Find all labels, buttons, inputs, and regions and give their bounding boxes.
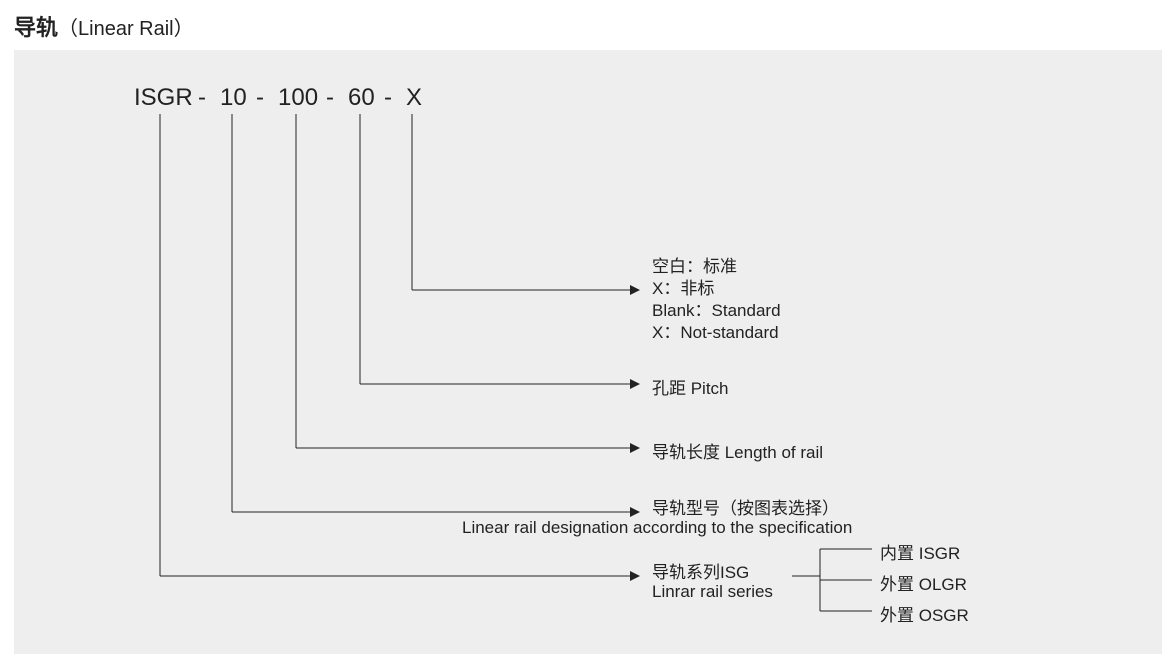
explanation-line: 导轨系列ISG (652, 558, 749, 583)
series-option: 内置 ISGR (880, 539, 960, 564)
explanation-line: 孔距 Pitch (652, 374, 729, 399)
explanation-line: X：Not-standard (652, 318, 779, 343)
explanation-line: Linrar rail series (652, 582, 773, 602)
explanation-line: Linear rail designation according to the… (462, 518, 852, 538)
callout-lines (0, 0, 1176, 666)
series-option: 外置 OLGR (880, 570, 967, 595)
series-option: 外置 OSGR (880, 601, 969, 626)
explanation-line: 导轨型号（按图表选择） (652, 494, 839, 519)
explanation-line: 导轨长度 Length of rail (652, 438, 823, 463)
